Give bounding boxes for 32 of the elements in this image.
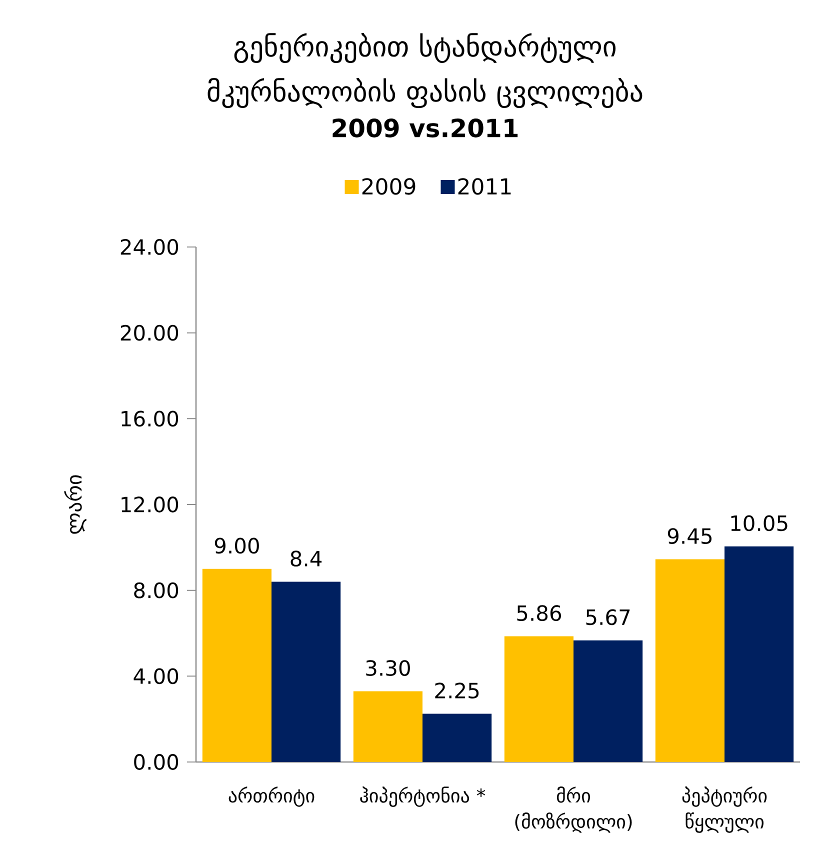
bar	[353, 691, 423, 762]
data-label: 5.67	[586, 609, 630, 626]
data-label: 3.30	[366, 660, 410, 676]
data-label: 5.86	[517, 605, 562, 622]
bar	[422, 714, 492, 762]
y-tick-label: 8.00	[134, 582, 178, 598]
y-tick-label: 16.00	[122, 410, 178, 427]
bar	[724, 546, 794, 762]
y-tick-label: 20.00	[120, 324, 178, 341]
chart-title: გენერიკებით სტანდარტული მკურნალობის ფასის ცვლილება	[208, 32, 642, 108]
bar	[272, 582, 341, 762]
bar	[655, 559, 725, 762]
bar	[202, 568, 272, 762]
bar	[574, 640, 643, 762]
x-tick-label: მრი (მოზრდილი)	[515, 786, 632, 833]
y-tick-label: 0.00	[134, 754, 178, 770]
bar	[504, 636, 574, 762]
x-tick-label: პეპტიური წყლული	[682, 786, 767, 833]
data-label: 9.45	[668, 528, 712, 544]
data-label: 9.00	[214, 538, 259, 554]
y-axis-title: ლარი	[64, 475, 86, 534]
y-tick-label: 24.00	[120, 239, 178, 255]
data-label: 8.4	[290, 550, 322, 567]
data-label: 10.05	[731, 515, 788, 532]
x-tick-label: ჰიპერტონია *	[360, 786, 486, 807]
data-label: 2.25	[435, 682, 479, 699]
y-tick-label: 4.00	[134, 668, 178, 684]
legend-label: 2011	[458, 178, 511, 195]
x-tick-label: ართრიტი	[228, 786, 314, 807]
legend-label: 2009	[362, 178, 416, 195]
y-tick-label: 12.00	[122, 496, 178, 512]
chart-subtitle: 2009 vs.2011	[332, 118, 518, 138]
